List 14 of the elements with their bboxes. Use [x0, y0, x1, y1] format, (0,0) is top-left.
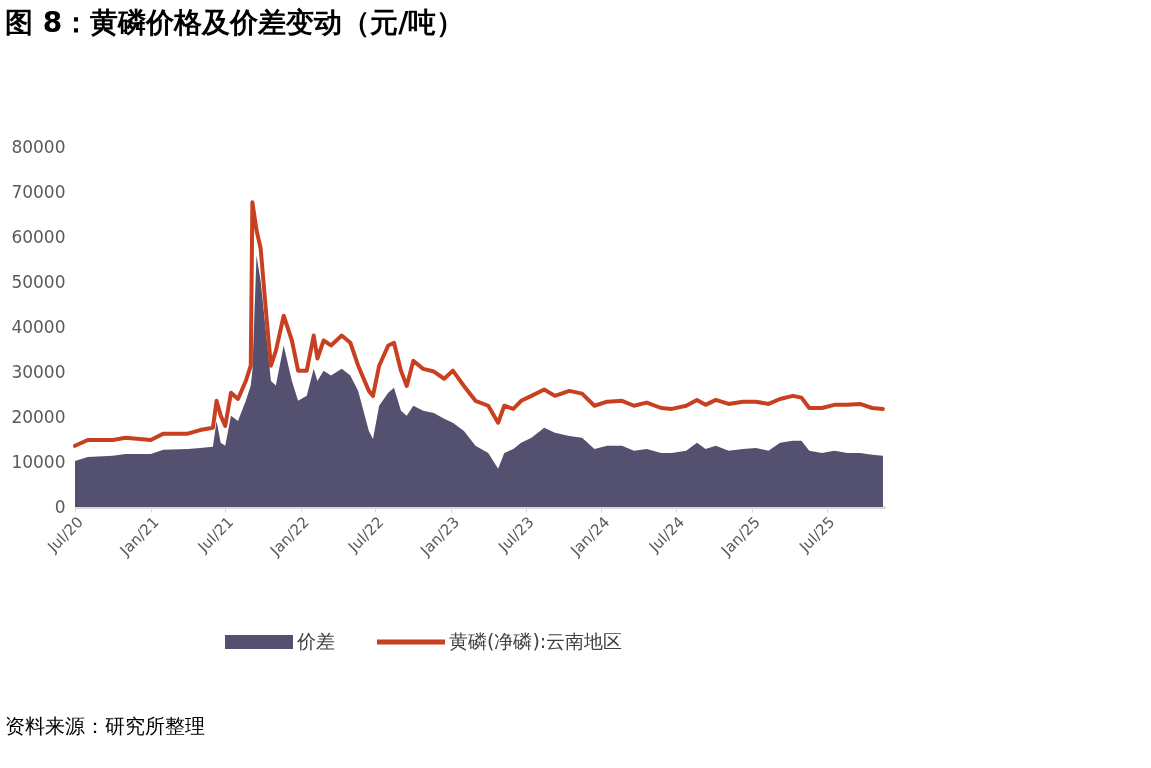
y-tick-label: 30000: [11, 361, 66, 382]
y-tick-label: 70000: [11, 181, 66, 202]
y-tick-label: 80000: [11, 136, 66, 157]
y-tick-label: 40000: [11, 316, 66, 337]
y-tick-label: 10000: [11, 451, 66, 472]
legend-label: 价差: [296, 630, 335, 652]
line-series: [73, 200, 885, 448]
chart-title: 图 8：黄磷价格及价差变动（元/吨）: [5, 6, 465, 39]
y-tick-label: 60000: [11, 226, 66, 247]
y-tick-label: 50000: [11, 271, 66, 292]
y-tick-label: 20000: [11, 406, 66, 427]
y-tick-label: 0: [54, 496, 66, 517]
legend-label: 黄磷(净磷):云南地区: [449, 630, 623, 652]
text: 资料来源：研究所整理: [5, 714, 205, 738]
